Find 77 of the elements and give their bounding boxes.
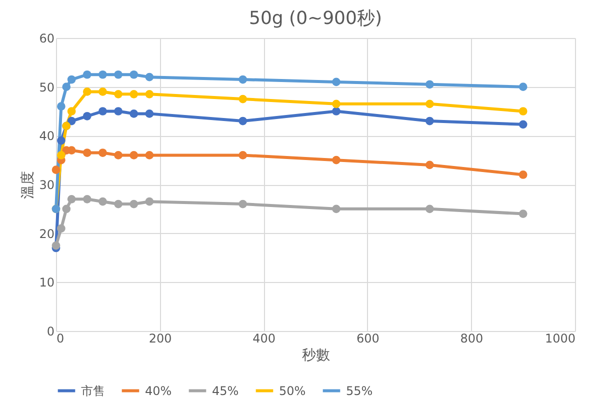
point [130,151,138,160]
point [57,224,66,233]
point [518,82,528,92]
point [518,210,528,218]
point [145,90,154,98]
point [114,151,122,160]
x-axis-title: 秒數 [302,348,330,364]
point [98,70,107,79]
x-tick-label: 600 [356,332,380,346]
x-tick-label: 0 [56,332,64,346]
y-axis-title: 溫度 [20,171,36,199]
point [130,70,138,79]
point [238,200,248,208]
point [145,72,154,82]
point [332,78,340,86]
point [98,107,107,116]
point [114,90,122,98]
point [98,148,107,157]
legend-label: 55% [346,384,373,398]
point [332,204,340,214]
y-tick-label: 30 [39,178,54,192]
point [62,82,71,92]
point [52,166,60,174]
point [145,197,154,206]
point [238,75,248,84]
point [425,116,434,126]
point [114,200,122,208]
x-tick-label: 800 [460,332,484,346]
point [238,151,248,160]
legend-label: 40% [145,384,172,398]
point [518,107,528,116]
x-tick-label: 400 [252,332,276,346]
point [98,197,107,206]
point [82,88,92,96]
point [332,100,340,108]
chart-title: 50g (0~900秒) [249,8,382,29]
x-tick-label: 1000 [544,332,576,346]
point [114,70,122,79]
point [52,241,60,250]
point [98,88,107,96]
point [425,100,434,108]
point [425,160,434,170]
legend-label: 市售 [81,384,105,398]
point [130,110,138,118]
point [518,120,528,129]
y-tick-label: 20 [39,226,54,241]
point [332,156,340,164]
point [238,94,248,104]
point [114,107,122,116]
y-tick-label: 60 [39,32,54,46]
point [145,110,154,118]
y-tick-label: 10 [39,276,54,290]
point [82,148,92,157]
point [425,204,434,214]
point [238,116,248,126]
x-tick-label: 200 [148,332,172,346]
point [62,204,71,214]
legend-label: 50% [279,384,306,398]
point [57,151,66,160]
point [67,75,76,84]
point [57,102,66,111]
y-tick-label: 40 [39,129,54,144]
point [425,80,434,89]
point [67,107,76,116]
point [82,112,92,120]
point [145,151,154,160]
point [57,136,66,145]
point [82,70,92,79]
y-tick-label: 50 [39,80,54,94]
point [130,90,138,98]
point [518,170,528,179]
point [67,194,76,204]
legend-label: 45% [212,384,239,398]
point [332,107,340,116]
point [82,194,92,204]
point [67,116,76,126]
point [130,200,138,208]
